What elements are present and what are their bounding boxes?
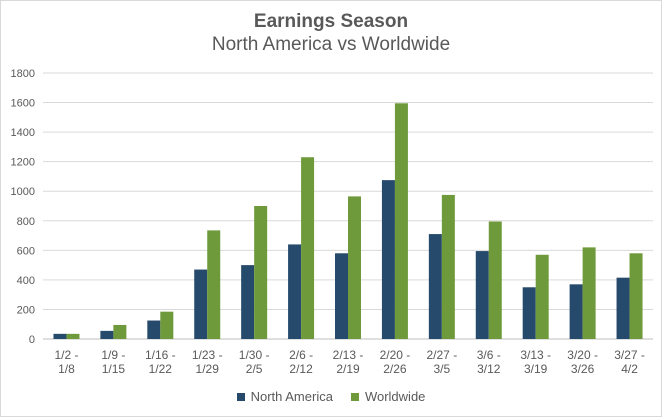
x-tick-label: 3/6 -3/12 [477,348,501,376]
y-tick-label: 200 [17,304,35,316]
bar-worldwide [348,196,361,339]
y-tick-label: 1000 [11,186,35,198]
bar-worldwide [488,221,502,339]
chart-title: Earnings Season [253,11,409,32]
bar-north-america [428,234,442,339]
bar-worldwide [394,103,408,340]
y-tick-label: 1800 [11,68,35,80]
bars [53,103,643,340]
x-axis-ticks: 1/2 -1/8 1/9 -1/15 1/16 -1/22 1/23 -1/29 1/3… [54,348,644,376]
gridlines [43,72,653,340]
x-tick-label: 2/20 -2/26 [380,348,411,376]
y-tick-label: 0 [29,334,35,346]
bar-worldwide [629,253,643,339]
bar-north-america [241,265,255,339]
bar-worldwide [254,206,268,339]
bar-north-america [569,284,583,339]
bar-worldwide [66,333,80,339]
legend-label-worldwide: Worldwide [364,389,426,404]
legend-swatch-worldwide [350,392,359,401]
y-tick-label: 1200 [11,157,35,169]
x-tick-label: 2/6 -2/12 [289,348,313,376]
x-tick-label: 1/30 -2/5 [239,348,270,376]
legend-item-north-america: North America [236,389,333,404]
chart-subtitle: North America vs Worldwide [211,34,451,55]
bar-worldwide [301,157,315,339]
bar-north-america [53,333,67,339]
bar-north-america [616,277,630,339]
x-tick-label: 2/13 -2/19 [333,348,364,376]
x-tick-label: 1/23 -1/29 [192,348,223,376]
legend-label-north-america: North America [250,389,333,404]
y-tick-label: 1400 [11,127,35,139]
x-tick-label: 3/13 -3/19 [520,348,551,376]
x-tick-label: 3/27 -4/2 [614,348,645,376]
y-tick-label: 1600 [11,98,35,110]
x-tick-label: 2/27 -3/5 [427,348,458,376]
y-tick-label: 800 [17,216,35,228]
bar-worldwide [113,324,127,339]
legend: North America Worldwide [1,389,661,404]
x-tick-label: 3/20 -3/26 [567,348,598,376]
legend-swatch-north-america [236,392,245,401]
bar-worldwide [160,311,174,339]
bar-north-america [147,320,161,339]
bar-north-america [100,330,114,339]
y-tick-label: 400 [17,275,35,287]
bar-north-america [194,269,208,339]
bar-north-america [522,287,536,339]
bar-worldwide [582,247,596,339]
bar-worldwide [207,230,221,339]
bar-north-america [335,253,348,339]
y-axis-ticks: 0 200 400 600 800 1000 1200 1400 1600 1800 [11,68,35,346]
x-tick-label: 1/16 -1/22 [145,348,176,376]
legend-item-worldwide: Worldwide [350,389,426,404]
x-tick-label: 1/9 -1/15 [101,348,125,376]
y-tick-label: 600 [17,245,35,257]
bar-north-america [475,251,489,339]
bar-north-america [288,244,302,339]
bar-north-america [381,180,395,339]
x-tick-label: 1/2 -1/8 [54,348,78,376]
bar-worldwide [441,194,455,339]
bar-worldwide [535,254,549,339]
